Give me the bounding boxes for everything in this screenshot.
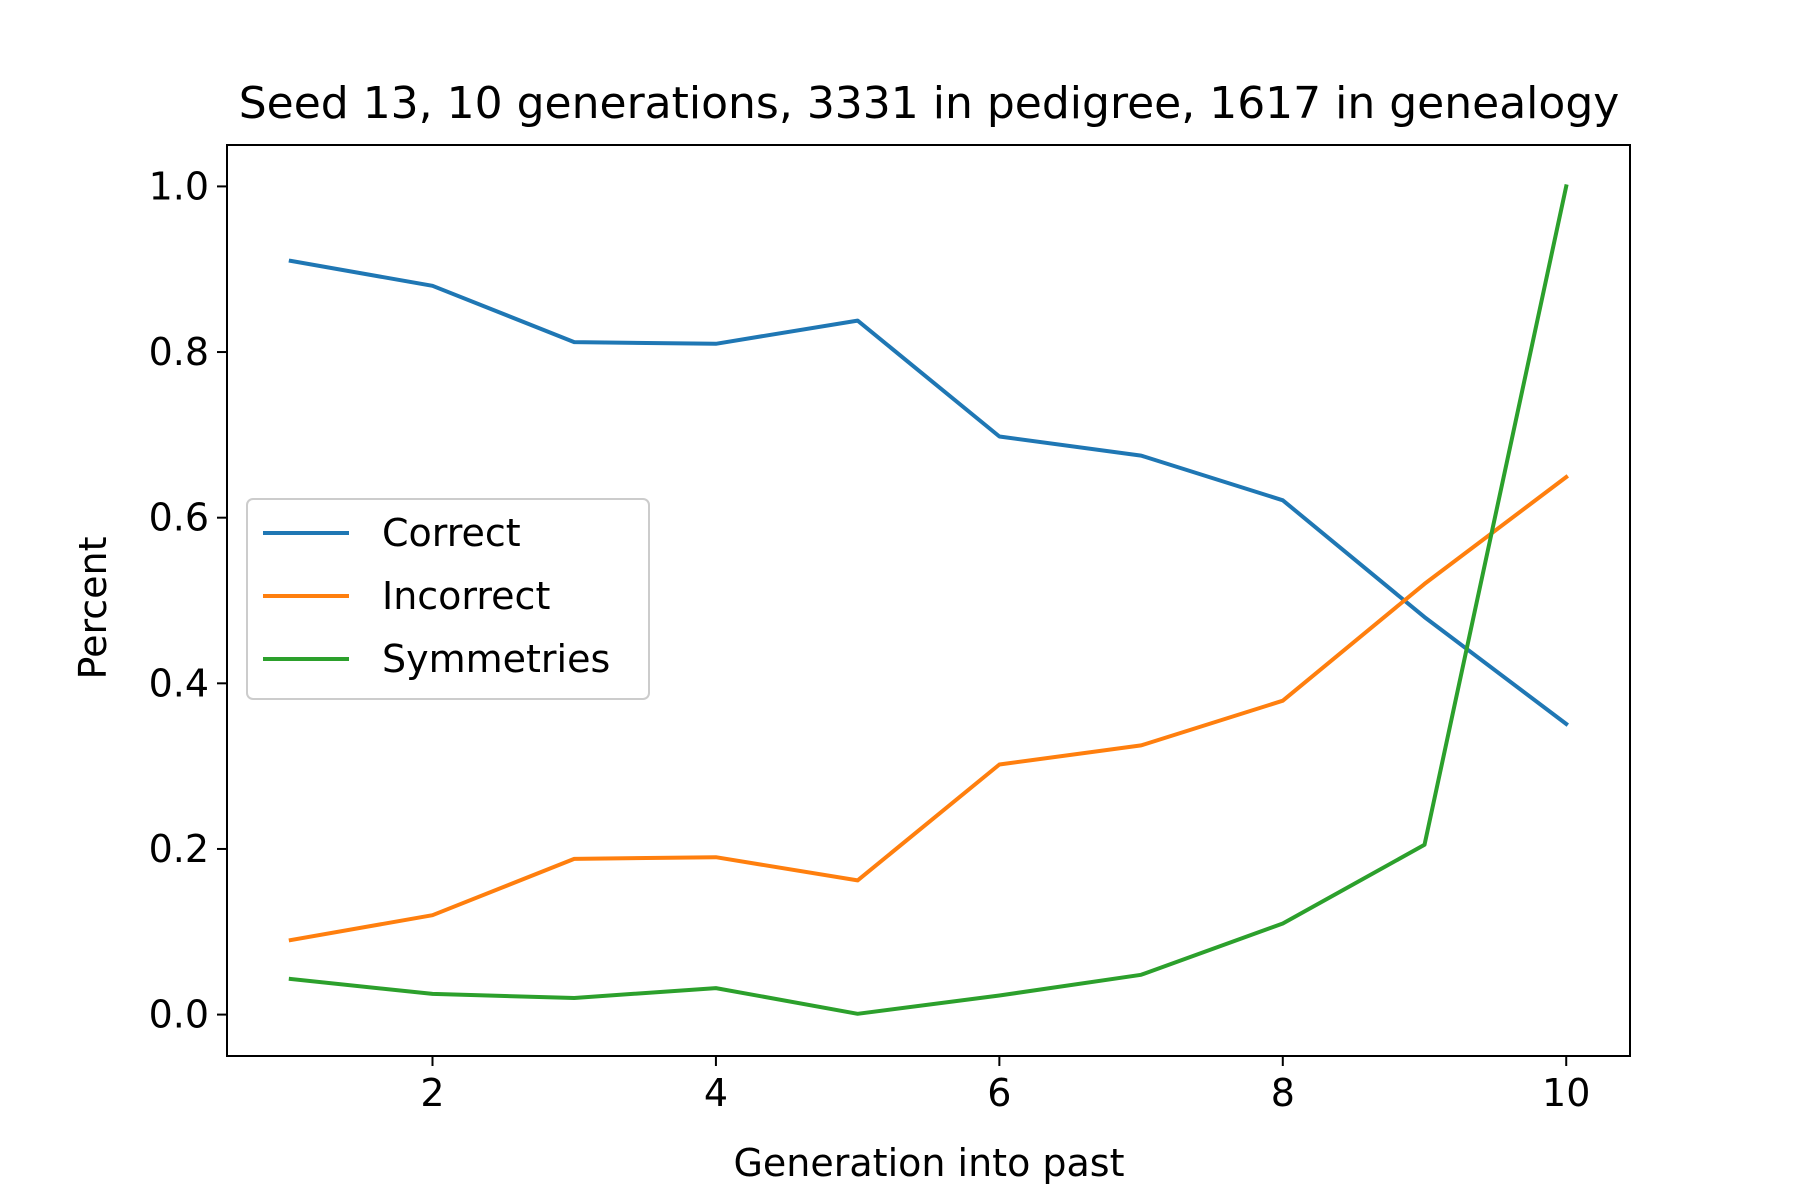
x-tick-label: 2	[420, 1071, 444, 1115]
legend-box	[246, 498, 650, 700]
x-tick-label: 6	[987, 1071, 1011, 1115]
series-line-symmetries	[288, 184, 1569, 1016]
y-tick-label: 0.6	[149, 496, 209, 540]
y-tick-label: 0.8	[149, 330, 209, 374]
x-tick-label: 8	[1271, 1071, 1295, 1115]
axes: 2 4 6 8 10 0.0 0.2 0.4 0.6 0.8 1.0	[149, 144, 1631, 1115]
x-tick-label: 4	[704, 1071, 728, 1115]
x-axis-label: Generation into past	[733, 1141, 1124, 1185]
series-line-correct	[288, 258, 1570, 727]
legend-label: Symmetries	[382, 637, 610, 681]
legend-label: Incorrect	[382, 574, 550, 618]
series-line-incorrect	[288, 474, 1570, 943]
plot-frame	[226, 144, 1631, 1057]
y-tick-label: 0.4	[149, 661, 209, 705]
y-tick-label: 1.0	[149, 164, 209, 208]
legend-label: Correct	[382, 511, 521, 555]
x-tick-label: 10	[1542, 1071, 1590, 1115]
y-axis-label: Percent	[71, 537, 115, 680]
legend: Correct Incorrect Symmetries	[246, 498, 650, 700]
y-tick-label: 0.2	[149, 827, 209, 871]
y-tick-label: 0.0	[149, 993, 209, 1037]
chart-title: Seed 13, 10 generations, 3331 in pedigre…	[239, 78, 1620, 129]
plot-area	[288, 184, 1570, 1016]
